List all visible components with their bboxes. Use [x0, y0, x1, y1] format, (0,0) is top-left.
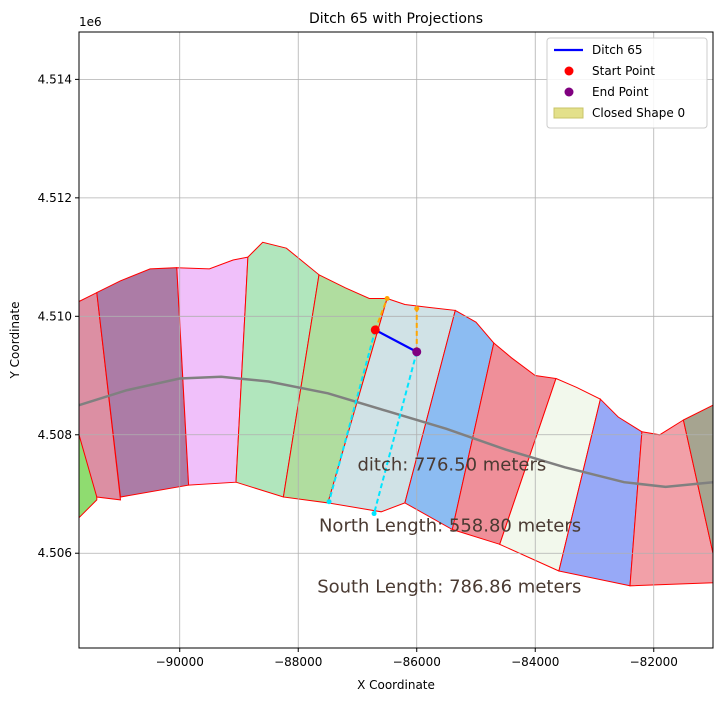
projection-layer [326, 296, 420, 517]
annotation-layer: ditch: 776.50 meters North Length: 558.80… [317, 454, 581, 597]
projection-end-0 [384, 296, 390, 302]
y-tick-label-0: 4.506 [38, 546, 72, 560]
legend-label-1: Start Point [592, 64, 655, 78]
centerline [78, 375, 714, 489]
legend-marker-swatch-2 [564, 87, 574, 97]
start-point [370, 325, 380, 335]
projection-end-1 [414, 306, 420, 312]
x-tick-label-0: −90000 [156, 655, 204, 669]
legend: Ditch 65 Start Point End Point Closed Shape… [546, 37, 708, 129]
x-tick-label-4: −82000 [630, 655, 678, 669]
legend-label-0: Ditch 65 [592, 43, 643, 57]
legend-label-2: End Point [592, 85, 649, 99]
annotation-0: ditch: 776.50 meters [357, 454, 546, 475]
legend-label-3: Closed Shape 0 [592, 106, 685, 120]
y-offset-label: 1e6 [79, 15, 102, 29]
chart-title: Ditch 65 with Projections [309, 11, 483, 27]
y-tick-label-1: 4.508 [38, 428, 72, 442]
annotation-1: North Length: 558.80 meters [319, 515, 581, 536]
projection-line-0 [374, 298, 389, 331]
ditch-layer [370, 325, 422, 357]
x-tick-label-3: −84000 [511, 655, 559, 669]
projection-line-2 [328, 329, 377, 502]
x-axis-label: X Coordinate [357, 678, 435, 692]
legend-box [546, 37, 708, 129]
projection-end-3 [371, 511, 377, 517]
y-tick-label-2: 4.510 [38, 309, 72, 323]
y-tick-label-4: 4.514 [38, 72, 72, 86]
grid-layer [79, 32, 713, 648]
legend-marker-swatch-1 [564, 66, 574, 76]
projection-end-2 [326, 499, 332, 505]
centerline-layer [78, 375, 714, 489]
plot-frame [78, 31, 714, 649]
y-tick-label-3: 4.512 [38, 191, 72, 205]
end-point [412, 347, 422, 357]
y-axis-label: Y Coordinate [8, 302, 22, 380]
ditch-line [374, 328, 418, 353]
x-tick-label-1: −88000 [274, 655, 322, 669]
x-tick-label-2: −86000 [393, 655, 441, 669]
ticks-layer: −90000 −88000 −86000 −84000 −82000 4.506 4.508… [38, 72, 678, 669]
legend-patch-swatch [553, 107, 584, 119]
legend-items: Ditch 65 Start Point End Point Closed Shape… [553, 43, 685, 120]
annotation-2: South Length: 786.86 meters [317, 576, 581, 597]
projection-line-3 [373, 351, 418, 514]
